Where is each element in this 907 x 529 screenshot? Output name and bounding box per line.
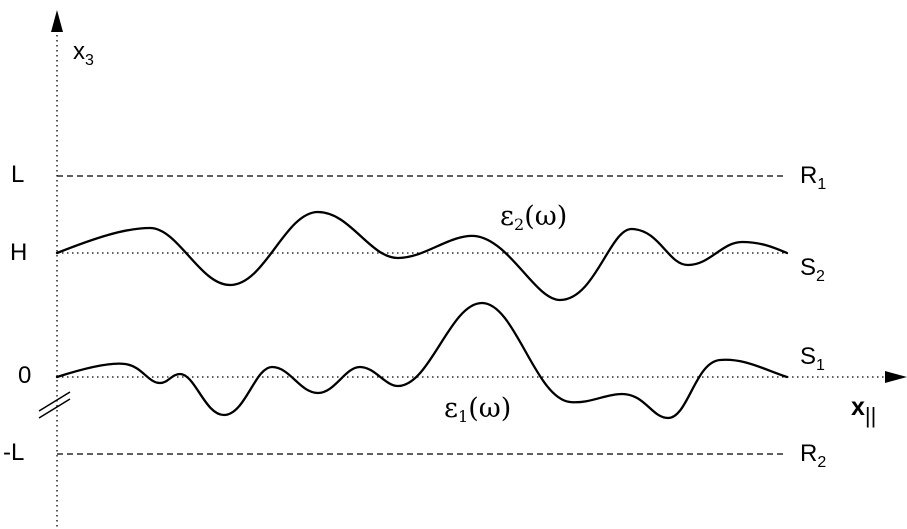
level-label-minus-l: -L xyxy=(3,439,25,466)
level-label-h: H xyxy=(10,239,28,266)
vertical-axis-arrowhead xyxy=(51,10,63,32)
surface-s1-curve xyxy=(55,301,789,420)
horizontal-axis-arrowhead xyxy=(885,371,907,383)
plane-r2-label: R2 xyxy=(800,440,827,471)
surface-s2-curve xyxy=(55,210,789,302)
level-label-zero: 0 xyxy=(18,362,32,389)
medium-eps1-label: ε1(ω) xyxy=(444,393,512,426)
horizontal-axis-label: x|| xyxy=(851,393,877,428)
plane-r1-label: R1 xyxy=(800,162,827,193)
medium-eps2-label: ε2(ω) xyxy=(500,201,568,234)
level-label-l: L xyxy=(11,161,25,188)
axis-break-mark xyxy=(38,398,71,419)
surface-s1-label: S1 xyxy=(800,343,825,374)
surface-s2-label: S2 xyxy=(800,254,825,285)
axis-break-mark xyxy=(38,391,71,412)
vertical-axis-label: x3 xyxy=(73,38,94,69)
